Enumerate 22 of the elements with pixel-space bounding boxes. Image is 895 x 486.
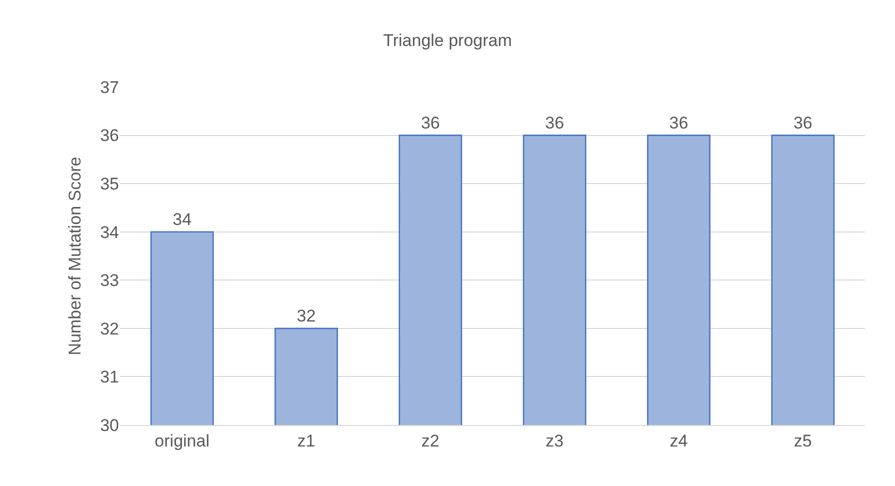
chart-title: Triangle program [383, 30, 512, 50]
x-tick-label: z1 [297, 431, 316, 450]
y-tick-label: 37 [100, 78, 119, 97]
x-tick-label: z2 [421, 431, 440, 450]
y-tick-label: 30 [100, 416, 119, 435]
data-label: 36 [669, 113, 688, 132]
y-tick-label: 33 [100, 271, 119, 290]
x-tick-label: original [154, 431, 210, 450]
y-tick-label: 36 [100, 126, 119, 146]
x-tick-label: z5 [794, 431, 812, 450]
x-tick-label: z3 [546, 431, 564, 450]
y-tick-label: 35 [100, 174, 119, 194]
y-tick-label: 34 [100, 222, 119, 242]
data-label: 36 [793, 113, 812, 132]
y-tick-label: 32 [100, 319, 119, 338]
data-label: 34 [172, 210, 192, 229]
data-label: 36 [545, 113, 564, 132]
y-tick-label: 31 [100, 368, 119, 387]
y-axis-title: Number of Mutation Score [66, 156, 85, 356]
data-label: 36 [420, 113, 440, 132]
x-tick-label: z4 [670, 431, 688, 450]
data-label: 32 [296, 306, 316, 326]
